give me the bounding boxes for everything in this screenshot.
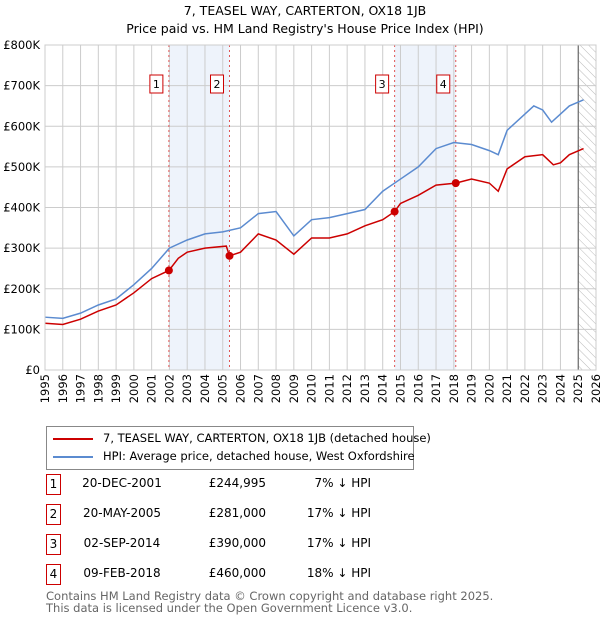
x-tick-label: 1998 — [91, 374, 105, 403]
sale-price: £244,995 — [208, 476, 266, 490]
x-tick-label: 2024 — [553, 374, 567, 403]
sale-marker-box — [375, 74, 390, 94]
sale-price: £390,000 — [208, 536, 266, 550]
x-tick-label: 2026 — [589, 374, 600, 403]
x-tick-label: 1995 — [38, 374, 52, 403]
x-tick-label: 2011 — [322, 374, 336, 403]
sale-marker-box — [149, 74, 164, 94]
sale-hpi-diff: 17% ↓ HPI — [306, 506, 371, 520]
x-tick-label: 2025 — [571, 374, 585, 403]
price-chart: 7, TEASEL WAY, CARTERTON, OX18 1JB Price… — [3, 3, 600, 403]
x-tick-label: 2010 — [305, 374, 319, 403]
x-tick-label: 2002 — [162, 374, 176, 403]
legend-item-hpi: HPI: Average price, detached house, West… — [53, 449, 415, 463]
x-tick-label: 2013 — [358, 374, 372, 403]
chart-title: 7, TEASEL WAY, CARTERTON, OX18 1JB — [184, 3, 426, 18]
sale-price: £460,000 — [208, 566, 266, 580]
chart-subtitle: Price paid vs. HM Land Registry's House … — [126, 21, 483, 36]
sale-hpi-diff: 18% ↓ HPI — [306, 566, 371, 580]
x-tick-label: 2005 — [216, 374, 230, 403]
x-tick-label: 2003 — [180, 374, 194, 403]
y-tick-label: £200K — [3, 282, 40, 296]
x-tick-label: 2021 — [500, 374, 514, 403]
x-tick-label: 1997 — [74, 374, 88, 403]
sale-point — [451, 179, 460, 188]
sale-marker-label: 4 — [440, 78, 447, 91]
y-tick-label: £700K — [3, 79, 40, 93]
y-tick-label: £600K — [3, 119, 40, 133]
footer-licence: This data is licensed under the Open Gov… — [46, 601, 413, 615]
sale-date: 02-SEP-2014 — [83, 536, 161, 550]
x-tick-label: 2004 — [198, 374, 212, 403]
series-line — [44, 99, 584, 320]
sale-number-badge: 1 — [46, 474, 61, 495]
x-tick-label: 2006 — [234, 374, 248, 403]
sale-hpi-diff: 17% ↓ HPI — [306, 536, 371, 550]
sale-date: 20-DEC-2001 — [82, 476, 162, 490]
sale-marker-box — [436, 74, 451, 94]
x-tick-label: 2018 — [447, 374, 461, 403]
y-tick-label: £500K — [3, 160, 40, 174]
footer-copyright: Contains HM Land Registry data © Crown c… — [46, 589, 494, 603]
sale-number-badge: 3 — [46, 534, 61, 555]
sale-number-badge: 2 — [46, 504, 61, 525]
sale-price: £281,000 — [208, 506, 266, 520]
legend-label: HPI: Average price, detached house, West… — [103, 449, 415, 463]
x-tick-label: 2015 — [393, 374, 407, 403]
legend: 7, TEASEL WAY, CARTERTON, OX18 1JB (deta… — [46, 426, 431, 470]
plot-frame — [44, 44, 597, 371]
y-tick-label: £800K — [3, 38, 40, 52]
x-tick-label: 2017 — [429, 374, 443, 403]
x-tick-label: 2014 — [376, 374, 390, 403]
sale-number-badge: 4 — [46, 564, 61, 585]
sale-point — [225, 251, 234, 260]
x-tick-label: 2007 — [251, 374, 265, 403]
x-tick-label: 2019 — [465, 374, 479, 403]
x-tick-label: 2022 — [518, 374, 532, 403]
x-tick-label: 1999 — [109, 374, 123, 403]
x-tick-label: 2012 — [340, 374, 354, 403]
sale-marker-label: 3 — [379, 78, 386, 91]
x-tick-label: 1996 — [56, 374, 70, 403]
x-tick-label: 2023 — [536, 374, 550, 403]
y-tick-label: £100K — [3, 322, 40, 336]
x-tick-label: 2016 — [411, 374, 425, 403]
series-line — [44, 147, 584, 326]
sale-marker-box — [209, 74, 224, 94]
y-tick-label: £0 — [25, 363, 40, 377]
legend-label: 7, TEASEL WAY, CARTERTON, OX18 1JB (deta… — [103, 431, 431, 445]
sale-marker-label: 2 — [213, 78, 220, 91]
x-tick-label: 2020 — [482, 374, 496, 403]
x-tick-label: 2000 — [127, 374, 141, 403]
sale-hpi-diff: 7% ↓ HPI — [314, 476, 371, 490]
sale-date: 20-MAY-2005 — [82, 506, 161, 520]
x-tick-label: 2001 — [145, 374, 159, 403]
y-tick-label: £300K — [3, 241, 40, 255]
legend-item-property: 7, TEASEL WAY, CARTERTON, OX18 1JB (deta… — [53, 431, 431, 445]
sale-point — [164, 266, 173, 275]
x-tick-label: 2008 — [269, 374, 283, 403]
sale-point — [390, 207, 399, 216]
y-tick-label: £400K — [3, 201, 40, 215]
sale-date: 09-FEB-2018 — [83, 566, 161, 580]
sale-marker-label: 1 — [153, 78, 160, 91]
x-tick-label: 2009 — [287, 374, 301, 403]
